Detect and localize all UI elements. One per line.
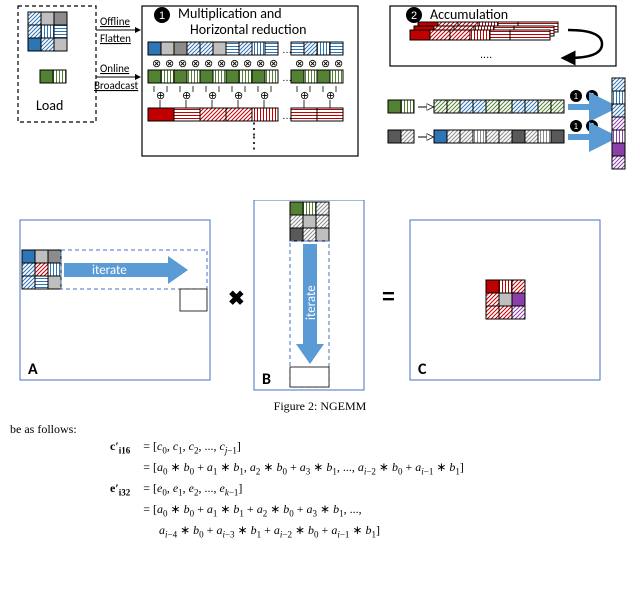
panel-B: iterate B <box>254 200 364 390</box>
body-text: be as follows: c′i16 = [c0, c1, c2, ...,… <box>0 422 640 551</box>
load-label: Load <box>36 97 63 114</box>
equations: c′i16 = [c0, c1, c2, ..., cj−1] = [a0 ∗ … <box>110 437 630 541</box>
figure-caption: Figure 2: NGEMM <box>10 399 630 414</box>
broadcast-label: Broadcast <box>94 79 138 92</box>
svg-text:⊕: ⊕ <box>156 90 165 102</box>
step1-title: Multiplication and <box>178 5 282 22</box>
svg-text:⊕: ⊕ <box>300 90 309 102</box>
svg-text:2: 2 <box>590 122 595 131</box>
svg-text:…: … <box>282 45 292 56</box>
svg-text:⊗: ⊗ <box>334 58 343 70</box>
lead-text: be as follows: <box>10 422 630 437</box>
figure-top: Load Offline Flatten Online Broadcast 1 … <box>10 0 630 200</box>
step2-badge: 2 <box>411 10 417 22</box>
flatten-label: Flatten <box>100 32 131 45</box>
equals-icon: = <box>382 284 395 309</box>
figure-ngemm: Load Offline Flatten Online Broadcast 1 … <box>10 0 630 414</box>
svg-text:⊕: ⊕ <box>326 90 335 102</box>
svg-text:2: 2 <box>590 92 595 101</box>
mini-example: 1 2 1 2 <box>388 78 625 169</box>
step1-badge: 1 <box>159 10 165 22</box>
svg-text:…: … <box>282 73 292 84</box>
svg-text:⊕: ⊕ <box>208 90 217 102</box>
svg-text:⊗: ⊗ <box>217 58 226 70</box>
svg-text:⊗: ⊗ <box>308 58 317 70</box>
panel-C: C <box>410 220 600 380</box>
svg-text:…: … <box>282 111 292 122</box>
svg-text:⊗: ⊗ <box>243 58 252 70</box>
A-label: A <box>28 360 38 379</box>
svg-text:⊕: ⊕ <box>234 90 243 102</box>
svg-text:1: 1 <box>574 122 579 131</box>
panel-A: iterate A <box>20 220 210 380</box>
iterate-v: iterate <box>304 285 319 320</box>
svg-text:⊗: ⊗ <box>165 58 174 70</box>
svg-text:⊗: ⊗ <box>191 58 200 70</box>
svg-text:⊗: ⊗ <box>178 58 187 70</box>
step1-sub: Horizontal reduction <box>190 21 306 38</box>
svg-text:⊕: ⊕ <box>260 90 269 102</box>
svg-text:⊗: ⊗ <box>295 58 304 70</box>
multiply-icon: ✖ <box>228 288 245 310</box>
svg-text:⊗: ⊗ <box>321 58 330 70</box>
step1-panel: 1 Multiplication and Horizontal reductio… <box>142 5 358 156</box>
svg-text:⊕: ⊕ <box>182 90 191 102</box>
svg-text:1: 1 <box>574 92 579 101</box>
svg-text:⋮: ⋮ <box>246 135 262 152</box>
C-label: C <box>418 360 427 379</box>
offline-label: Offline <box>100 15 130 28</box>
flow-arrows: Offline Flatten Online Broadcast <box>94 15 138 92</box>
iterate-h: iterate <box>92 263 127 278</box>
figure-bottom: iterate A ✖ iterate B = C <box>10 200 630 395</box>
B-label: B <box>262 370 271 389</box>
load-panel: Load <box>18 6 96 122</box>
svg-text:⊗: ⊗ <box>256 58 265 70</box>
svg-text:⊗: ⊗ <box>230 58 239 70</box>
svg-text:⊗: ⊗ <box>204 58 213 70</box>
svg-text:⊗: ⊗ <box>152 58 161 70</box>
online-label: Online <box>100 62 130 75</box>
step2-panel: 2 Accumulation .... <box>390 6 616 66</box>
dots-label: .... <box>480 49 492 61</box>
svg-text:⊗: ⊗ <box>269 58 278 70</box>
step2-title: Accumulation <box>430 6 508 23</box>
